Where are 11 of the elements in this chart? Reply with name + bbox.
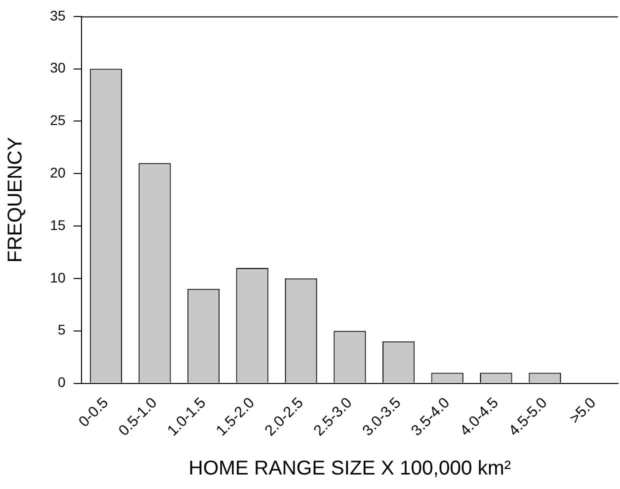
y-tick-label: 0	[58, 374, 66, 390]
y-tick-label: 5	[58, 322, 66, 338]
x-axis-title: HOME RANGE SIZE X 100,000 km²	[188, 458, 512, 480]
y-tick-label: 20	[50, 164, 66, 180]
y-tick-label: 30	[50, 60, 66, 76]
y-tick-label: 15	[50, 216, 66, 233]
y-axis-title: FREQUENCY	[4, 137, 27, 263]
y-tick-label: 35	[50, 7, 66, 24]
x-tick-label: >5.0	[566, 394, 600, 428]
y-tick-label: 25	[50, 112, 66, 128]
y-tick-label: 10	[50, 269, 66, 286]
